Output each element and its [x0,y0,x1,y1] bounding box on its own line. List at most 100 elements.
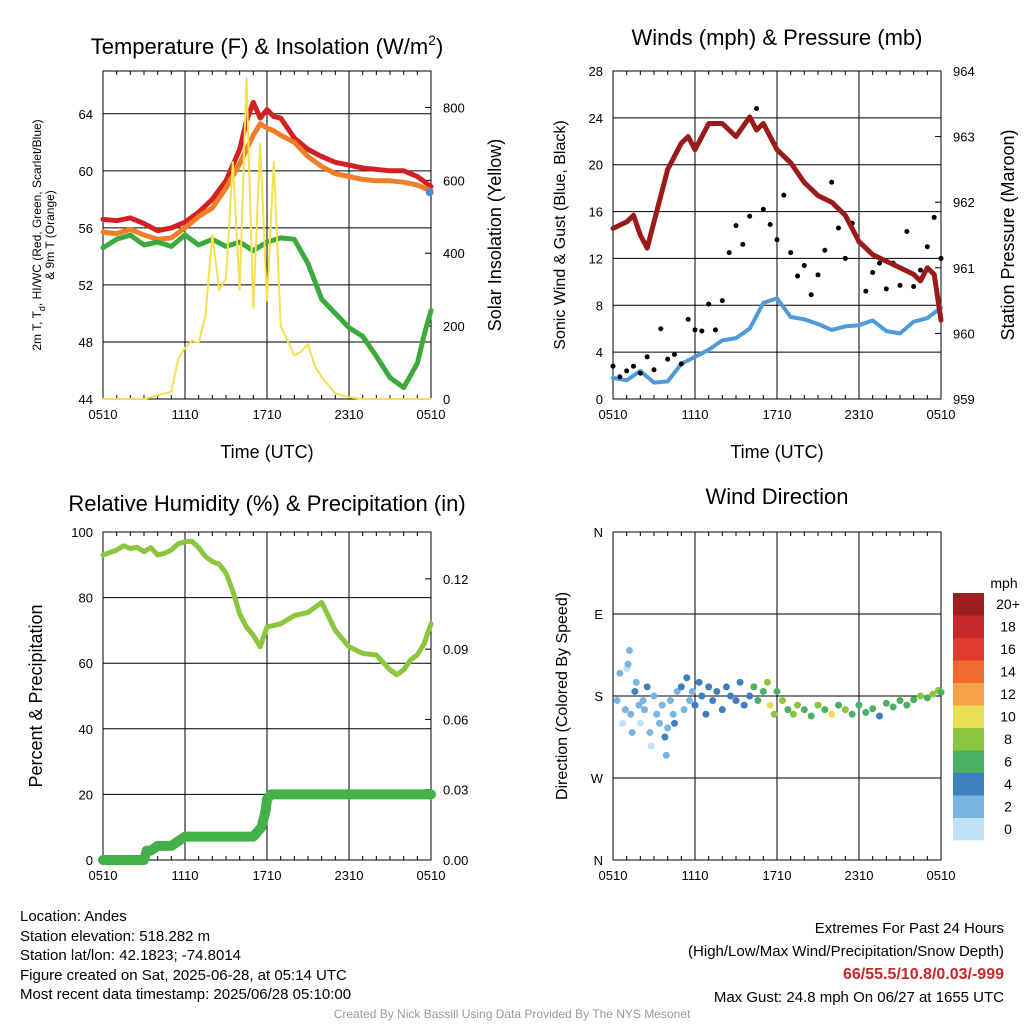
direction-point [766,701,774,709]
direction-point [613,697,621,705]
gust-point [938,255,944,261]
direction-point [862,708,870,716]
gust-point [822,247,828,253]
y-tick-label: E [594,607,603,622]
gust-point [808,292,814,298]
y-axis-label: Sonic Wind & Gust (Blue, Black) [552,120,569,349]
y-tick-label: 80 [79,591,93,606]
y2-axis-label: Solar Insolation (Yellow) [485,139,505,331]
direction-point [882,699,890,707]
x-tick-label: 0510 [599,868,628,883]
chart-title: Relative Humidity (%) & Precipitation (i… [68,491,465,516]
gust-point [665,356,671,362]
gust-point [795,273,800,279]
x-tick-label: 1710 [763,407,792,422]
series-line-green [100,232,434,391]
direction-point [636,719,644,727]
direction-point [763,678,771,686]
gust-point [644,354,650,360]
gust-point [904,228,910,234]
direction-point [698,692,706,700]
chart-title-sup: 2 [428,32,436,48]
legend-swatch [953,795,984,818]
direction-point [855,701,863,709]
direction-point [736,678,744,686]
plot-frame [102,70,432,400]
y-tick-label: 48 [79,335,93,350]
direction-point [778,697,786,705]
direction-point [646,728,654,736]
direction-point [789,710,797,718]
direction-point [616,669,624,677]
direction-point [800,706,808,714]
x-tick-label: 0510 [927,868,956,883]
y2-tick-label: 962 [953,195,975,210]
y-tick-label: 0 [86,853,93,868]
x-tick-label: 0510 [417,407,446,422]
gust-point [651,367,657,373]
y-tick-label: 24 [589,111,603,126]
gust-point [863,288,869,294]
direction-point [621,706,629,714]
y-tick-label: 28 [589,64,603,79]
direction-point [759,687,767,695]
direction-point [695,678,703,686]
gust-point [692,327,698,333]
direction-point [910,696,918,704]
direction-point [624,660,632,668]
direction-point [937,688,945,696]
y-axis-label: Percent & Precipitation [26,604,46,787]
gust-point [685,316,691,322]
y2-tick-label: 0.06 [443,712,468,727]
elevation-text: Station elevation: 518.282 m [20,927,211,945]
x-tick-label: 2310 [845,868,874,883]
direction-point [683,674,691,682]
gust-point [740,241,746,247]
direction-point [713,687,721,695]
chart-title: Winds (mph) & Pressure (mb) [632,25,923,50]
direction-point [635,701,643,709]
series-line-blue [611,296,943,385]
location-text: Location: Andes [20,908,127,925]
series-line-red [100,99,434,234]
direction-point [619,719,627,727]
y-tick-label: N [594,853,603,868]
direction-point [828,710,836,718]
direction-point [770,710,778,718]
created-text: Figure created on Sat, 2025-06-28, at 05… [20,966,347,984]
extremes-subtitle: (High/Low/Max Wind/Precipitation/Snow De… [688,943,1004,960]
direction-point [835,701,842,709]
y2-tick-label: 959 [953,392,975,407]
y2-axis-label: Station Pressure (Maroon) [998,129,1018,340]
direction-point [722,683,730,691]
legend-label: 12 [1000,686,1016,702]
y-tick-label: 60 [79,164,93,179]
y2-tick-label: 0.00 [443,853,468,868]
direction-point [669,710,677,718]
y2-tick-label: 961 [953,261,975,276]
series-line-orange [100,121,434,242]
direction-point [821,706,829,714]
direction-point [718,706,726,714]
y-tick-label: 64 [79,107,93,122]
y-tick-label: 8 [596,298,603,313]
direction-point [625,646,633,654]
direction-point [732,697,740,705]
gust-point [678,361,684,367]
direction-point [929,690,937,698]
direction-point [841,706,849,714]
direction-point [647,742,655,750]
legend-label: 20+ [996,596,1020,612]
gust-point [767,221,773,227]
direction-point [702,710,710,718]
legend-swatch [953,773,984,796]
gust-point [617,374,623,380]
y2-tick-label: 400 [443,246,465,261]
legend-label: 18 [1000,619,1016,635]
series-line-rh [100,538,434,678]
direction-point [655,719,663,727]
plot-frame [612,70,942,400]
gust-point [754,105,759,111]
